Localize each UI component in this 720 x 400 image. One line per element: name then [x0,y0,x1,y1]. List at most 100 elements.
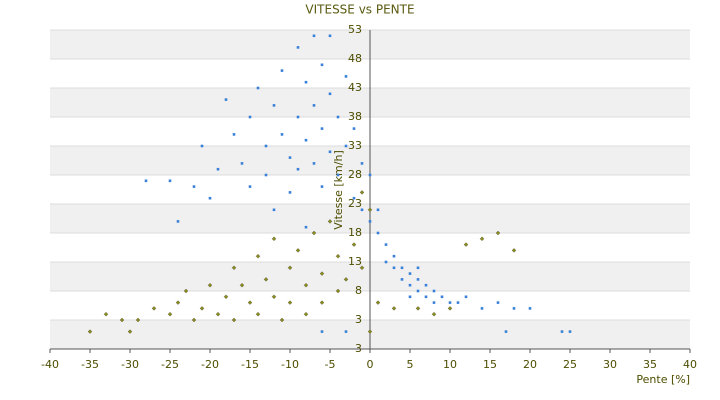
x-tick-label: -35 [81,358,99,371]
point [312,162,316,165]
x-tick-label: -30 [121,358,139,371]
point [320,63,324,67]
point [479,236,485,242]
point [287,300,293,305]
x-tick-label: 0 [367,358,374,371]
x-tick-label: 30 [603,358,617,371]
y-tick-label: 43 [348,81,362,94]
point [344,144,348,148]
point [304,225,308,229]
y-tick-label: 23 [348,197,362,210]
point [151,306,157,311]
point [240,162,244,165]
point [448,301,452,304]
point [256,86,260,90]
point [87,329,93,334]
point [424,283,428,287]
x-tick-label: 40 [683,358,697,371]
point [103,311,109,317]
point [359,265,365,271]
point [495,230,501,236]
point [336,115,340,119]
point [207,282,213,288]
point [200,144,204,148]
point [320,185,324,188]
point [127,329,133,334]
point [504,330,508,333]
point [248,185,252,188]
point [431,311,437,317]
y-tick-label: 48 [348,52,362,65]
point [328,34,332,38]
point [415,306,421,311]
point [560,330,564,333]
point [496,301,500,304]
point [400,278,404,281]
point [175,300,181,305]
point [440,295,444,299]
point [319,300,325,305]
point [408,272,412,275]
point [232,133,236,136]
x-axis-title: Pente [%] [636,373,690,386]
point [335,288,341,294]
point [328,92,332,96]
y-tick-label: 13 [348,255,362,268]
point [344,330,348,333]
x-tick-label: 20 [523,358,537,371]
point [304,138,308,142]
point [192,185,196,188]
point [295,248,301,253]
x-tick-label: 15 [483,358,497,371]
point [376,231,380,235]
point [280,69,284,72]
point [231,265,237,271]
point [360,162,364,165]
x-tick-label: -5 [325,358,336,371]
point [335,253,341,259]
point [463,242,469,247]
point [215,311,221,317]
point [303,311,309,317]
point [328,150,332,154]
point [447,306,453,311]
y-tick-label: 38 [348,110,362,123]
point [464,295,468,299]
point [311,230,317,236]
point [343,277,349,282]
point [456,301,460,304]
point [119,317,125,323]
x-tick-label: -40 [41,358,59,371]
x-tick-label: -10 [281,358,299,371]
point [248,115,252,119]
point [223,294,229,300]
point [408,295,412,299]
point [392,254,396,258]
point [336,173,340,177]
point [320,127,324,130]
point [288,156,292,159]
point [408,283,412,287]
point [360,208,364,212]
point [271,236,277,242]
y-tick-label: 8 [355,284,362,297]
point [375,300,381,305]
point [183,288,189,294]
point [144,179,148,183]
point [135,317,141,323]
y-tick-label: 28 [348,168,362,181]
point [312,104,316,107]
point [304,80,308,84]
point [416,278,420,281]
point [359,190,365,195]
point [247,300,253,305]
point [367,207,373,213]
point [255,253,261,259]
point [432,289,436,293]
point [327,219,333,224]
point [296,115,300,119]
point [224,98,228,101]
point [352,127,356,130]
point [280,133,284,136]
point [368,173,372,177]
